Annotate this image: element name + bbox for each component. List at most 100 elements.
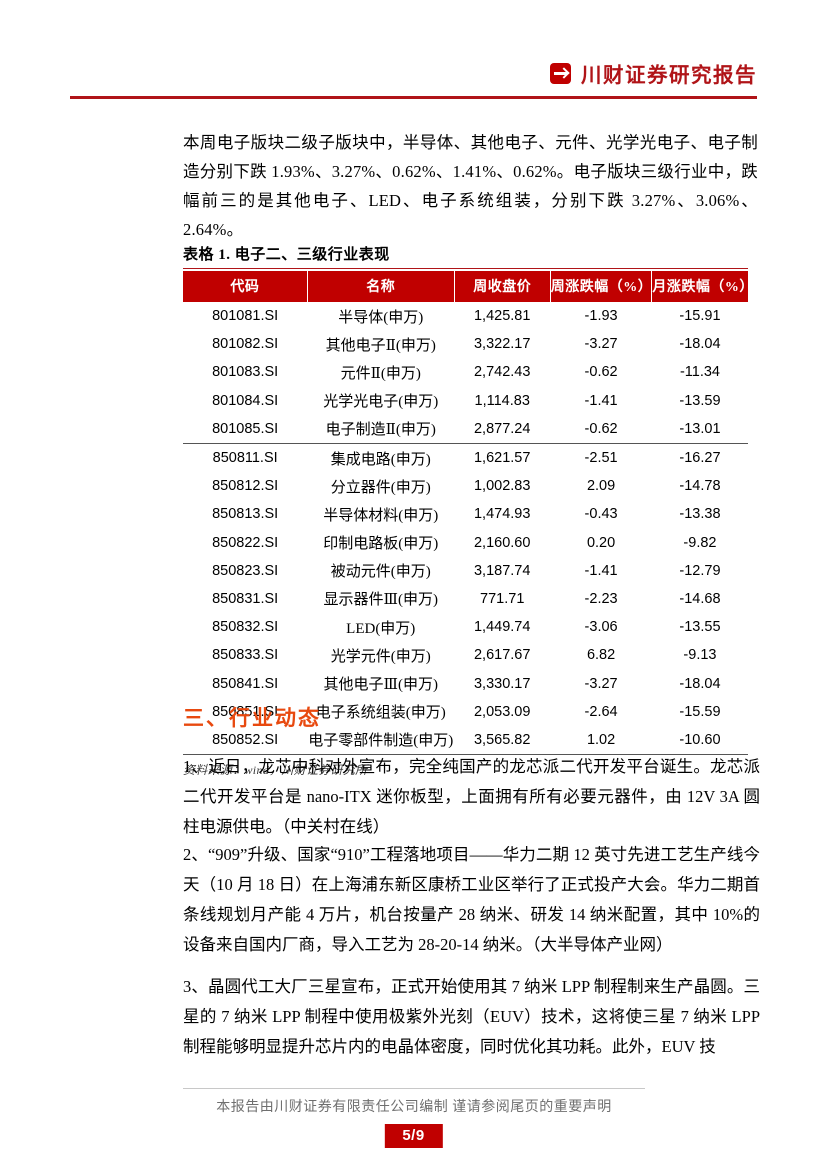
- footer-disclaimer: 本报告由川财证券有限责任公司编制 谨请参阅尾页的重要声明: [216, 1100, 612, 1115]
- cell-week: -2.51: [584, 450, 618, 467]
- cell-name: 印制电路板(申万): [323, 536, 439, 553]
- body-paragraph-1: 1、近日，龙芯中科对外宣布，完全纯国产的龙芯派二代开发平台诞生。龙芯派二代开发平…: [183, 757, 760, 836]
- cell-week: 0.20: [586, 534, 616, 551]
- cell-code: 850812.SI: [212, 478, 279, 495]
- column-header-close: 周收盘价: [453, 271, 551, 302]
- cell-close: 771.71: [480, 590, 525, 607]
- table-row: 850813.SI 半导体材料(申万) 1,474.93 -0.43 -13.38: [183, 500, 748, 528]
- table-row: 801083.SI 元件Ⅱ(申万) 2,742.43 -0.62 -11.34: [183, 358, 748, 386]
- table-row: 850851.SI 电子系统组装(申万) 2,053.09 -2.64 -15.59: [183, 698, 748, 726]
- table-row: 801081.SI 半导体(申万) 1,425.81 -1.93 -15.91: [183, 302, 748, 330]
- cell-code: 850852.SI: [183, 725, 308, 755]
- table-row: 850812.SI 分立器件(申万) 1,002.83 2.09 -14.78: [183, 472, 748, 500]
- intro-paragraph: 本周电子版块二级子版块中，半导体、其他电子、元件、光学光电子、电子制造分别下跌 …: [183, 133, 758, 239]
- table-header-row: 代码 名称 周收盘价 周涨跌幅（%） 月涨跌幅（%）: [183, 271, 753, 302]
- cell-close: 3,322.17: [473, 336, 531, 353]
- header-divider: [70, 96, 757, 99]
- cell-week: -1.41: [584, 392, 618, 409]
- column-header-name: 名称: [306, 271, 455, 302]
- column-header-code: 代码: [183, 271, 308, 302]
- cell-code: 850841.SI: [212, 675, 279, 692]
- cell-close: 1,621.57: [473, 450, 531, 467]
- body-paragraph-3: 3、晶圆代工大厂三星宣布，正式开始使用其 7 纳米 LPP 制程制来生产晶圆。三…: [183, 977, 760, 1056]
- cell-code: 801084.SI: [212, 392, 279, 409]
- cell-month: -18.04: [679, 675, 721, 692]
- cell-close: 1,449.74: [473, 619, 531, 636]
- cell-month: -16.27: [679, 450, 721, 467]
- cell-name: 光学光电子(申万): [323, 394, 439, 411]
- cell-close: 2,877.24: [454, 414, 551, 444]
- cell-code: 801082.SI: [212, 336, 279, 353]
- cell-name: 电子制造Ⅱ(申万): [307, 414, 455, 444]
- cell-month: -18.04: [679, 336, 721, 353]
- cell-close: 2,160.60: [473, 534, 531, 551]
- table-row: 850831.SI 显示器件Ⅲ(申万) 771.71 -2.23 -14.68: [183, 585, 748, 613]
- cell-week: -3.27: [584, 336, 618, 353]
- cell-close: 2,617.67: [473, 647, 531, 664]
- cell-month: -14.68: [679, 590, 721, 607]
- cell-month: -15.91: [679, 308, 721, 325]
- cell-code: 801081.SI: [212, 308, 279, 325]
- table-row: 850841.SI 其他电子Ⅲ(申万) 3,330.17 -3.27 -18.04: [183, 669, 748, 697]
- cell-code: 850813.SI: [212, 506, 279, 523]
- cell-name: 集成电路(申万): [330, 451, 431, 468]
- cell-month: -14.78: [679, 478, 721, 495]
- cell-code: 850811.SI: [212, 450, 278, 467]
- cell-code: 850833.SI: [212, 647, 279, 664]
- page-number-badge: 5/9: [384, 1124, 443, 1148]
- cell-month: -11.34: [679, 364, 720, 381]
- table-row: 850823.SI 被动元件(申万) 3,187.74 -1.41 -12.79: [183, 557, 748, 585]
- cell-week: -0.43: [584, 506, 618, 523]
- cell-week: -1.93: [584, 308, 618, 325]
- cell-week: -0.62: [550, 414, 652, 444]
- cell-month: -10.60: [651, 725, 748, 755]
- cell-name: 电子系统组装(申万): [315, 705, 446, 722]
- arrow-in-rounded-square-icon: [550, 62, 571, 84]
- cell-name: 元件Ⅱ(申万): [340, 365, 421, 382]
- footer-divider: [183, 1088, 645, 1089]
- cell-week: -3.06: [584, 619, 618, 636]
- table-row: 850833.SI 光学元件(申万) 2,617.67 6.82 -9.13: [183, 641, 748, 669]
- cell-code: 801083.SI: [212, 364, 279, 381]
- industry-performance-table: 代码 名称 周收盘价 周涨跌幅（%） 月涨跌幅（%） 801081.SI 半导体(…: [183, 271, 753, 755]
- cell-week: -2.64: [584, 703, 618, 720]
- table-source-note: 资料来源：wind，川财证券研究所: [183, 763, 368, 777]
- cell-week: -2.23: [584, 590, 618, 607]
- table-row: 850822.SI 印制电路板(申万) 2,160.60 0.20 -9.82: [183, 529, 748, 557]
- cell-code: 801085.SI: [183, 414, 308, 444]
- column-header-week: 周涨跌幅（%）: [549, 271, 652, 302]
- cell-close: 3,330.17: [473, 675, 531, 692]
- page-header: 川财证券研究报告: [0, 0, 827, 104]
- cell-month: -13.38: [679, 506, 721, 523]
- cell-week: -0.62: [584, 364, 618, 381]
- cell-name: 半导体(申万): [338, 309, 424, 326]
- cell-week: 2.09: [586, 478, 616, 495]
- cell-code: 850831.SI: [212, 590, 279, 607]
- cell-close: 3,187.74: [473, 562, 531, 579]
- cell-month: -15.59: [679, 703, 721, 720]
- cell-week: -3.27: [584, 675, 618, 692]
- table-row: 801085.SI 电子制造Ⅱ(申万) 2,877.24 -0.62 -13.01: [183, 414, 748, 444]
- cell-name: 显示器件Ⅲ(申万): [323, 592, 438, 609]
- cell-close: 2,053.09: [473, 703, 531, 720]
- cell-code: 850822.SI: [212, 534, 279, 551]
- cell-month: -13.55: [679, 619, 721, 636]
- cell-week: 1.02: [550, 725, 652, 755]
- cell-name: 分立器件(申万): [330, 479, 431, 496]
- cell-month: -9.82: [683, 534, 717, 551]
- cell-name: 被动元件(申万): [330, 564, 431, 581]
- brand-name: 川财证券研究报告: [581, 63, 757, 87]
- cell-month: -12.79: [679, 562, 721, 579]
- cell-close: 2,742.43: [473, 364, 531, 381]
- cell-month: -9.13: [683, 647, 717, 664]
- cell-week: -1.41: [584, 562, 618, 579]
- cell-code: 850832.SI: [212, 619, 279, 636]
- cell-name: 半导体材料(申万): [323, 507, 439, 524]
- cell-name: 光学元件(申万): [330, 648, 431, 665]
- cell-month: -13.01: [651, 414, 748, 444]
- cell-close: 1,114.83: [474, 392, 530, 409]
- column-header-month: 月涨跌幅（%）: [651, 271, 753, 302]
- cell-close: 3,565.82: [454, 725, 551, 755]
- table-row: 801082.SI 其他电子Ⅱ(申万) 3,322.17 -3.27 -18.04: [183, 330, 748, 358]
